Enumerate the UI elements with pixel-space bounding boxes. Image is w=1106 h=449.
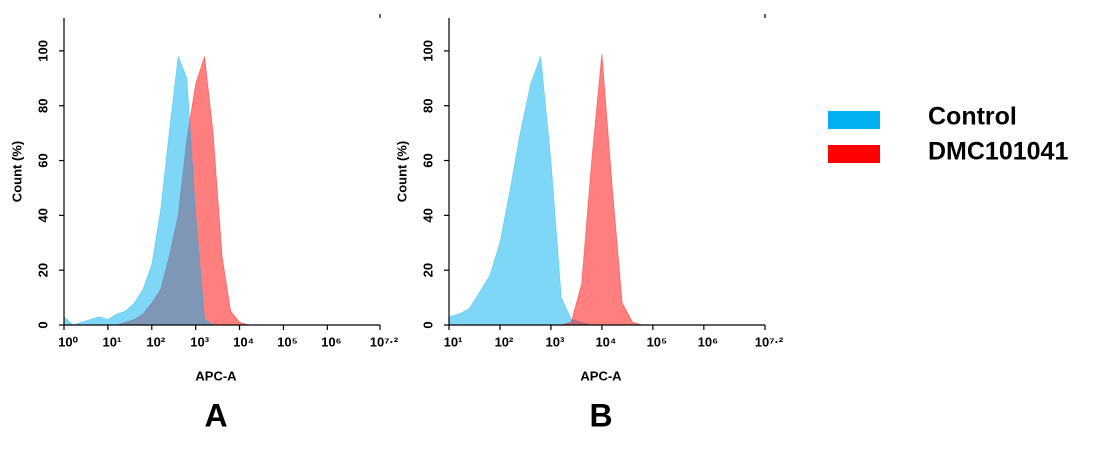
x-tick-label: 10⁶ — [698, 334, 718, 349]
y-tick-label: 0 — [420, 321, 435, 328]
histogram-area — [448, 56, 664, 326]
y-tick-label: 20 — [35, 263, 50, 277]
y-tick-label: 60 — [420, 153, 435, 167]
y-tick-label: 20 — [420, 263, 435, 277]
x-tick-label: 10² — [146, 334, 165, 349]
y-tick-label: 60 — [35, 153, 50, 167]
x-tick-label: 10⁵ — [277, 334, 298, 349]
x-tick-label: 10⁴ — [595, 334, 616, 349]
y-tick-label: 0 — [35, 321, 50, 328]
panel-label: A — [204, 397, 227, 433]
legend-label: Control — [928, 103, 1017, 131]
x-tick-label: 10⁷·² — [755, 334, 784, 349]
x-tick-label: 10³ — [546, 334, 565, 349]
x-tick-label: 10⁴ — [233, 334, 254, 349]
x-tick-label: 10¹ — [444, 334, 463, 349]
legend-label: DMC101041 — [928, 138, 1068, 166]
y-tick-label: 40 — [420, 208, 435, 222]
x-axis-label: APC-A — [195, 368, 237, 383]
histogram-area — [63, 56, 257, 326]
y-tick-label: 40 — [35, 208, 50, 222]
x-tick-label: 10⁵ — [647, 334, 668, 349]
y-tick-label: 100 — [420, 40, 435, 62]
panel-label: B — [589, 397, 612, 433]
y-tick-label: 80 — [420, 98, 435, 112]
x-tick-label: 10¹ — [102, 334, 121, 349]
x-tick-label: 10⁰ — [58, 334, 78, 349]
y-axis-label: Count (%) — [394, 141, 409, 202]
x-axis-label: APC-A — [580, 368, 622, 383]
y-tick-label: 100 — [35, 40, 50, 62]
y-axis-label: Count (%) — [9, 141, 24, 202]
x-tick-label: 10⁶ — [321, 334, 341, 349]
legend-swatch — [828, 145, 880, 163]
x-tick-label: 10⁷·² — [370, 334, 399, 349]
x-tick-label: 10² — [495, 334, 514, 349]
x-tick-label: 10³ — [190, 334, 209, 349]
y-tick-label: 80 — [35, 98, 50, 112]
legend-swatch — [828, 111, 880, 129]
